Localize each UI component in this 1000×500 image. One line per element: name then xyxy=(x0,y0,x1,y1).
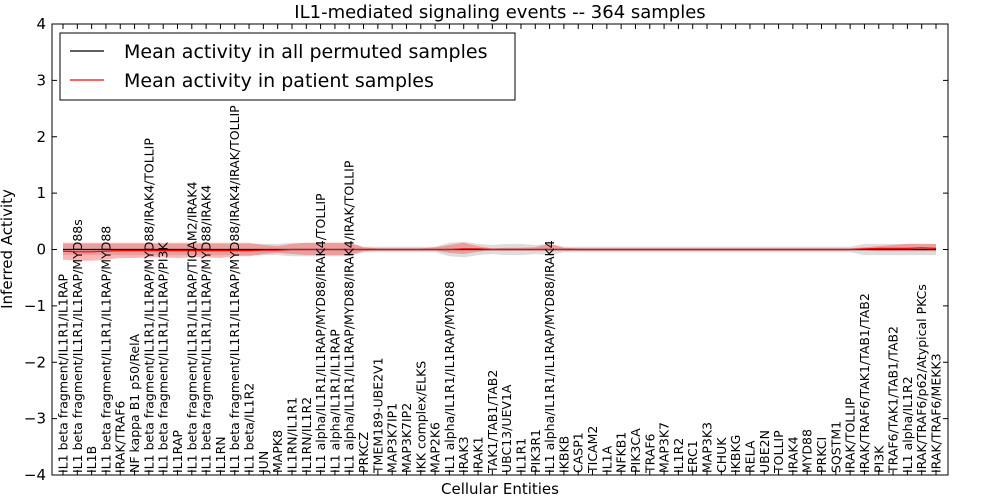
y-tick-label: 4 xyxy=(36,15,46,33)
x-tick-label: IRAK/TRAF6/TAK1/TAB1/TAB2 xyxy=(857,293,872,473)
x-tick-label: IL1RN/IL1R2 xyxy=(299,397,314,473)
x-tick-label: PIK3R1 xyxy=(528,429,543,473)
x-tick-label: CHUK xyxy=(714,437,729,473)
x-tick-label: IRAK/TOLLIP xyxy=(843,397,858,473)
x-tick-label: IL1A xyxy=(599,445,614,473)
x-tick-label: IRAK4 xyxy=(785,436,800,473)
legend: Mean activity in all permuted samples Me… xyxy=(59,32,516,101)
x-tick-label: MAPK8 xyxy=(270,430,285,473)
x-tick-label: NFKB1 xyxy=(614,432,629,473)
x-tick-label: TRAF6/TAK1/TAB1/TAB2 xyxy=(886,326,901,474)
x-tick-label: MAP2K6 xyxy=(428,422,443,473)
x-tick-label: IKBKB xyxy=(556,436,571,473)
y-tick-label: 1 xyxy=(36,184,46,202)
x-tick-label: IL1 alpha/IL1R1/IL1RAP/MYD88/IRAK4/IRAK/… xyxy=(342,160,357,473)
chart-title: IL1-mediated signaling events -- 364 sam… xyxy=(294,2,705,23)
y-axis: 4 3 2 1 0 −1 −2 −3 −4 xyxy=(24,15,948,484)
x-tick-label: IL1 beta fragment/IL1R1/IL1RAP/MYD88 xyxy=(98,226,113,473)
x-tick-label: RELA xyxy=(743,440,758,473)
x-tick-label: IL1 alpha/IL1R1/IL1RAP/MYD88 xyxy=(442,281,457,473)
y-tick-label: 0 xyxy=(36,241,46,259)
x-tick-label: PRKCZ xyxy=(356,432,371,473)
x-tick-label: MAP3K7IP2 xyxy=(399,403,414,473)
x-tick-label: PIK3CA xyxy=(628,428,643,473)
x-tick-label: IRAK3 xyxy=(456,436,471,473)
x-tick-label: IL1RN/IL1R1 xyxy=(285,397,300,473)
y-tick-label: −2 xyxy=(24,353,46,371)
x-tick-label: IL1 alpha/IL1R2 xyxy=(900,376,915,473)
x-tick-label: IL1 alpha/IL1R1/IL1RAP/MYD88/IRAK4 xyxy=(542,240,557,473)
x-tick-label: IKBKG xyxy=(728,435,743,473)
x-tick-label: IKK complex/ELKS xyxy=(413,361,428,473)
y-tick-label: −4 xyxy=(24,466,46,484)
x-tick-label: MAP3K7 xyxy=(657,422,672,473)
x-tick-label: IRAK1 xyxy=(471,436,486,473)
x-tick-label: UBC13/UEV1A xyxy=(499,384,514,473)
x-tick-label: IL1 alpha/IL1R1/IL1RAP/MYD88/IRAK4/TOLLI… xyxy=(313,193,328,473)
x-tick-label: IL1RAP xyxy=(170,430,185,473)
x-tick-label: ERC1 xyxy=(685,440,700,473)
x-tick-label: MAP3K3 xyxy=(700,422,715,473)
x-tick-label: NF kappa B1 p50/RelA xyxy=(127,333,142,473)
x-tick-label: PRKCI xyxy=(814,437,829,473)
series-line-patient xyxy=(62,247,937,253)
x-tick-label: TOLLIP xyxy=(771,430,786,474)
x-tick-label: IL1 beta fragment/IL1R1/IL1RAP/MYD88/IRA… xyxy=(141,138,156,473)
x-tick-label: IRAK/TRAF6/p62/Atypical PKCs xyxy=(914,284,929,473)
line-layer xyxy=(62,247,937,253)
x-tick-label: TAK1/TAB1/TAB2 xyxy=(485,370,500,474)
x-tick-label: TRAF6 xyxy=(642,433,657,474)
y-tick-label: 2 xyxy=(36,128,46,146)
x-tick-label: IL1R2 xyxy=(671,438,686,473)
x-tick-label: IL1 alpha/IL1R1/IL1RAP xyxy=(327,329,342,473)
legend-label-patient: Mean activity in patient samples xyxy=(124,70,434,92)
x-tick-label: PI3K xyxy=(871,445,886,473)
x-tick-label: IL1B xyxy=(84,446,99,473)
x-tick-label: TICAM2 xyxy=(585,426,600,474)
x-axis-label: Cellular Entities xyxy=(441,480,559,498)
legend-label-permuted: Mean activity in all permuted samples xyxy=(124,41,487,63)
x-tick-label: JUN xyxy=(256,451,271,474)
x-tick-label: CASP1 xyxy=(571,432,586,473)
x-tick-label: IL1 beta fragment/IL1R1/IL1RAP/MYD88s xyxy=(70,219,85,473)
x-tick-label: IL1RN xyxy=(213,436,228,473)
x-tick-label: IL1R1 xyxy=(514,438,529,473)
x-tick-label: IL1 beta fragment/IL1R1/IL1RAP/MYD88/IRA… xyxy=(199,185,214,473)
x-tick-label: IL1 beta fragment/IL1R1/IL1RAP/MYD88/IRA… xyxy=(227,105,242,473)
x-tick-label: UBE2N xyxy=(757,430,772,473)
x-tick-label: MAP3K7IP1 xyxy=(385,403,400,473)
y-tick-label: −1 xyxy=(24,297,46,315)
x-tick-label: MYD88 xyxy=(800,429,815,473)
y-axis-label: Inferred Activity xyxy=(0,189,16,309)
x-tick-label: IL1 beta fragment/IL1R1/IL1RAP xyxy=(56,273,71,473)
x-tick-label: IL1 beta fragment/IL1R1/IL1RAP/PI3K xyxy=(156,242,171,473)
x-axis: IL1 beta fragment/IL1R1/IL1RAP IL1 beta f… xyxy=(56,24,944,475)
x-tick-label: SQSTM1 xyxy=(828,421,843,473)
y-tick-label: −3 xyxy=(24,410,46,428)
x-tick-label: IL1 beta/IL1R2 xyxy=(242,383,257,473)
x-tick-label: IRAK/TRAF6 xyxy=(113,401,128,473)
legend-box xyxy=(59,32,516,101)
x-tick-label: TMEM189-UBE2V1 xyxy=(370,357,385,474)
x-tick-label: IRAK/TRAF6/MEKK3 xyxy=(929,353,944,473)
y-tick-label: 3 xyxy=(36,71,46,89)
x-tick-label: IL1 beta fragment/IL1R1/IL1RAP/TICAM2/IR… xyxy=(184,182,199,473)
band-patient xyxy=(63,242,936,261)
